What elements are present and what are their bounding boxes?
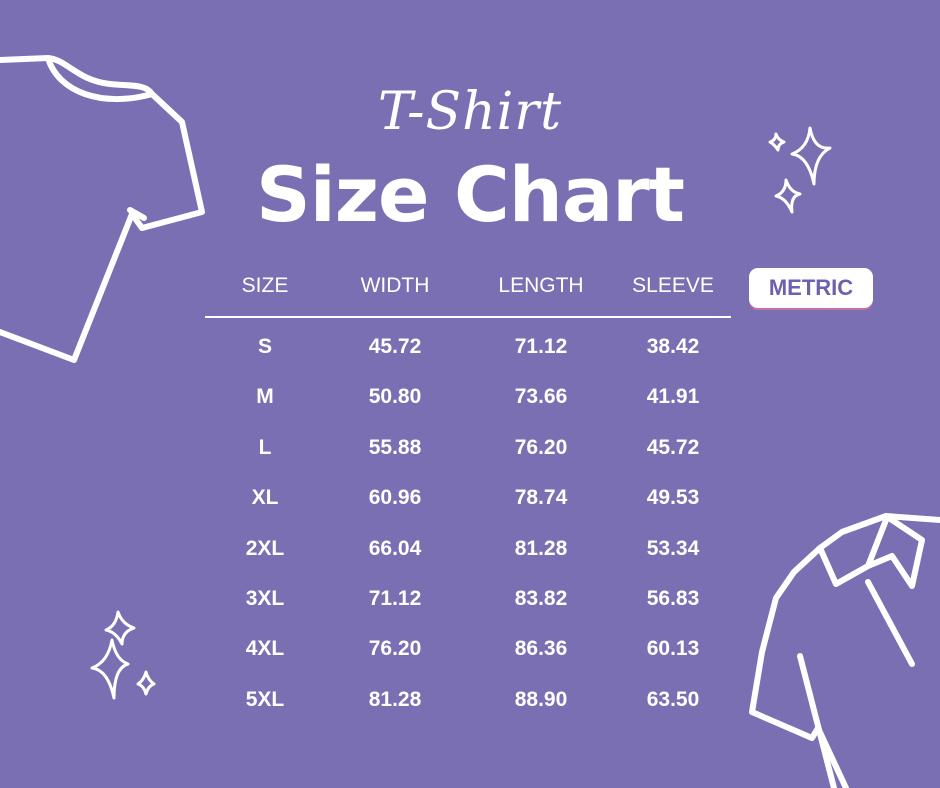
cell-sleeve: 41.91: [646, 385, 700, 409]
cell-sleeve: 63.50: [646, 687, 700, 711]
cell-size: XL: [251, 486, 279, 510]
table-row: 4XL 76.20 86.36 60.13: [205, 620, 731, 670]
cell-width: 76.20: [368, 637, 422, 661]
table-body: S 45.72 71.12 38.42 M 50.80 73.66 41.91 …: [205, 318, 731, 721]
cell-size: M: [256, 385, 274, 409]
table-row: L 55.88 76.20 45.72: [205, 419, 731, 469]
metric-toggle-button[interactable]: METRIC: [749, 268, 873, 308]
cell-length: 81.28: [514, 536, 568, 560]
header-sleeve: SLEEVE: [632, 274, 714, 297]
cell-sleeve: 49.53: [646, 486, 700, 510]
cell-width: 66.04: [368, 536, 422, 560]
cell-sleeve: 60.13: [646, 637, 700, 661]
cell-sleeve: 53.34: [646, 536, 700, 560]
cell-length: 78.74: [514, 486, 568, 510]
polo-shirt-icon: [749, 513, 940, 788]
table-row: S 45.72 71.12 38.42: [205, 318, 731, 368]
size-table: SIZE WIDTH LENGTH SLEEVE S 45.72 71.12 3…: [205, 268, 731, 721]
header-size: SIZE: [241, 274, 289, 297]
cell-size: 4XL: [245, 637, 285, 661]
cell-width: 55.88: [368, 435, 422, 459]
cell-width: 60.96: [368, 486, 422, 510]
cell-size: S: [257, 335, 272, 358]
header-width: WIDTH: [360, 274, 430, 297]
cell-width: 45.72: [368, 335, 422, 358]
cell-width: 81.28: [368, 687, 422, 711]
cell-width: 71.12: [368, 586, 422, 610]
cell-width: 50.80: [368, 385, 422, 409]
cell-sleeve: 38.42: [646, 335, 700, 358]
cell-sleeve: 45.72: [646, 435, 700, 459]
table-header: SIZE WIDTH LENGTH SLEEVE: [205, 268, 731, 318]
page-title: Size Chart: [255, 150, 685, 239]
cell-size: 2XL: [245, 536, 285, 560]
table-row: 2XL 66.04 81.28 53.34: [205, 520, 731, 570]
cell-length: 71.12: [514, 335, 568, 358]
header-length: LENGTH: [498, 274, 584, 297]
cell-length: 73.66: [514, 385, 568, 409]
cell-length: 76.20: [514, 435, 568, 459]
cell-length: 83.82: [514, 586, 568, 610]
table-row: XL 60.96 78.74 49.53: [205, 469, 731, 519]
sparkle-icon: [90, 610, 156, 700]
script-title: T-Shirt: [377, 82, 563, 142]
cell-length: 86.36: [514, 637, 568, 661]
cell-length: 88.90: [514, 687, 568, 711]
table-row: 5XL 81.28 88.90 63.50: [205, 671, 731, 721]
cell-size: 3XL: [245, 586, 285, 610]
cell-size: 5XL: [245, 687, 285, 711]
table-row: M 50.80 73.66 41.91: [205, 368, 731, 418]
table-row: 3XL 71.12 83.82 56.83: [205, 570, 731, 620]
cell-size: L: [258, 435, 272, 459]
cell-sleeve: 56.83: [646, 586, 700, 610]
